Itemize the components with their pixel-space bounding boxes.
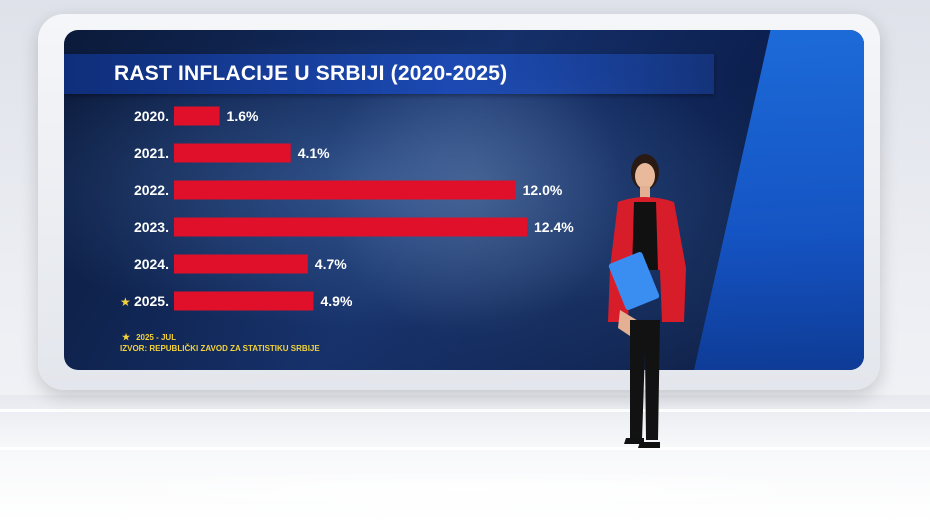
category-label: 2020.	[134, 108, 169, 124]
background-photo	[324, 80, 624, 340]
presenter	[608, 154, 686, 448]
bar-2023	[174, 217, 527, 237]
floor-line	[0, 409, 930, 412]
bar-chart: 2020. 1.6% 2021. 4.1% 2022. 12.0% 2023. 12.4% 20…	[120, 106, 574, 311]
category-label: 2023.	[134, 219, 169, 235]
star-icon: ★	[120, 295, 131, 309]
star-icon: ★	[122, 332, 131, 342]
value-label: 4.9%	[320, 293, 352, 309]
bar-2021	[174, 143, 291, 163]
presenter-shoe	[638, 442, 660, 448]
category-label: 2021.	[134, 145, 169, 161]
bar-2022	[174, 180, 516, 200]
floor-reflection	[60, 470, 880, 510]
category-label: 2024.	[134, 256, 169, 272]
bar-2025	[174, 291, 314, 311]
footnote-text: 2025 - JUL	[136, 333, 177, 342]
value-label: 12.4%	[534, 219, 574, 235]
tablet	[608, 251, 660, 311]
value-label: 1.6%	[227, 108, 259, 124]
title-bar: RAST INFLACIJE U SRBIJI (2020-2025)	[64, 54, 714, 94]
presenter-trousers	[630, 320, 660, 440]
floor-line	[0, 447, 930, 450]
source-note: IZVOR: REPUBLIČKI ZAVOD ZA STATISTIKU SR…	[120, 344, 320, 353]
bar-2020	[174, 106, 220, 126]
video-wall-screen: RAST INFLACIJE U SRBIJI (2020-2025) 2020…	[64, 30, 864, 370]
value-label: 12.0%	[523, 182, 563, 198]
presenter-shoe	[624, 438, 644, 444]
presenter-face	[635, 163, 655, 189]
value-label: 4.1%	[298, 145, 330, 161]
footnote-date: ★ 2025 - JUL	[122, 332, 176, 343]
chart-title: RAST INFLACIJE U SRBIJI (2020-2025)	[114, 62, 508, 85]
category-label: 2025.	[134, 293, 169, 309]
presenter-neck	[640, 186, 650, 198]
category-label: 2022.	[134, 182, 169, 198]
bar-2024	[174, 254, 308, 274]
value-label: 4.7%	[315, 256, 347, 272]
